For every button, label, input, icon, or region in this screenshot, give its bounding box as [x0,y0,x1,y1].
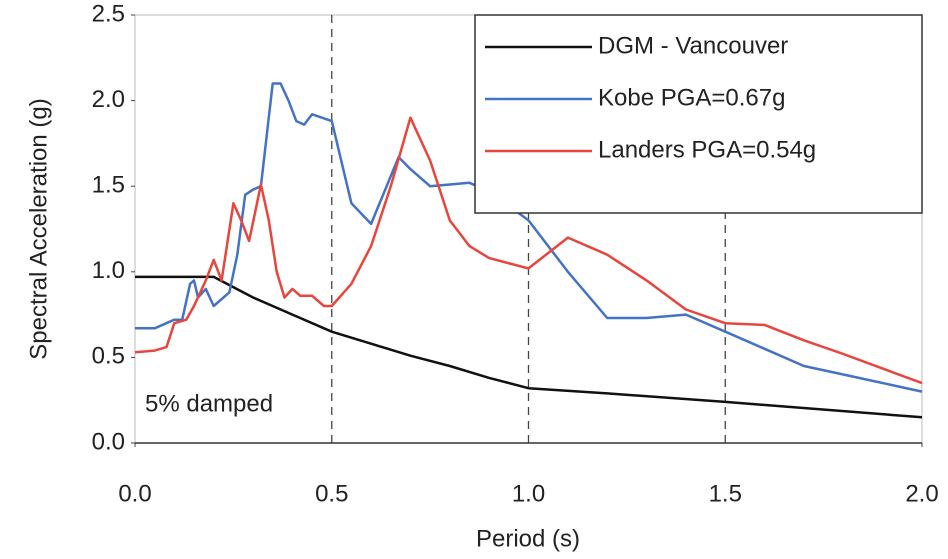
annotation: 5% damped [145,390,273,417]
x-axis-title: Period (s) [476,525,580,552]
x-tick-label: 0.0 [118,480,151,507]
y-tick-label: 2.0 [92,86,125,113]
y-tick-label: 2.5 [92,0,125,27]
y-axis-title: Spectral Acceleration (g) [25,98,52,359]
x-tick-label: 2.0 [905,480,938,507]
y-tick-label: 0.0 [92,428,125,455]
x-tick-label: 0.5 [315,480,348,507]
series-line [135,275,923,419]
legend-label: DGM - Vancouver [598,32,788,59]
x-tick-label: 1.0 [512,480,545,507]
x-tick-label: 1.5 [709,480,742,507]
series-line [134,116,923,385]
y-tick-label: 1.0 [92,257,125,284]
legend-label: Landers PGA=0.54g [598,136,816,163]
legend-label: Kobe PGA=0.67g [598,84,785,111]
y-tick-label: 0.5 [92,343,125,370]
y-tick-label: 1.5 [92,172,125,199]
